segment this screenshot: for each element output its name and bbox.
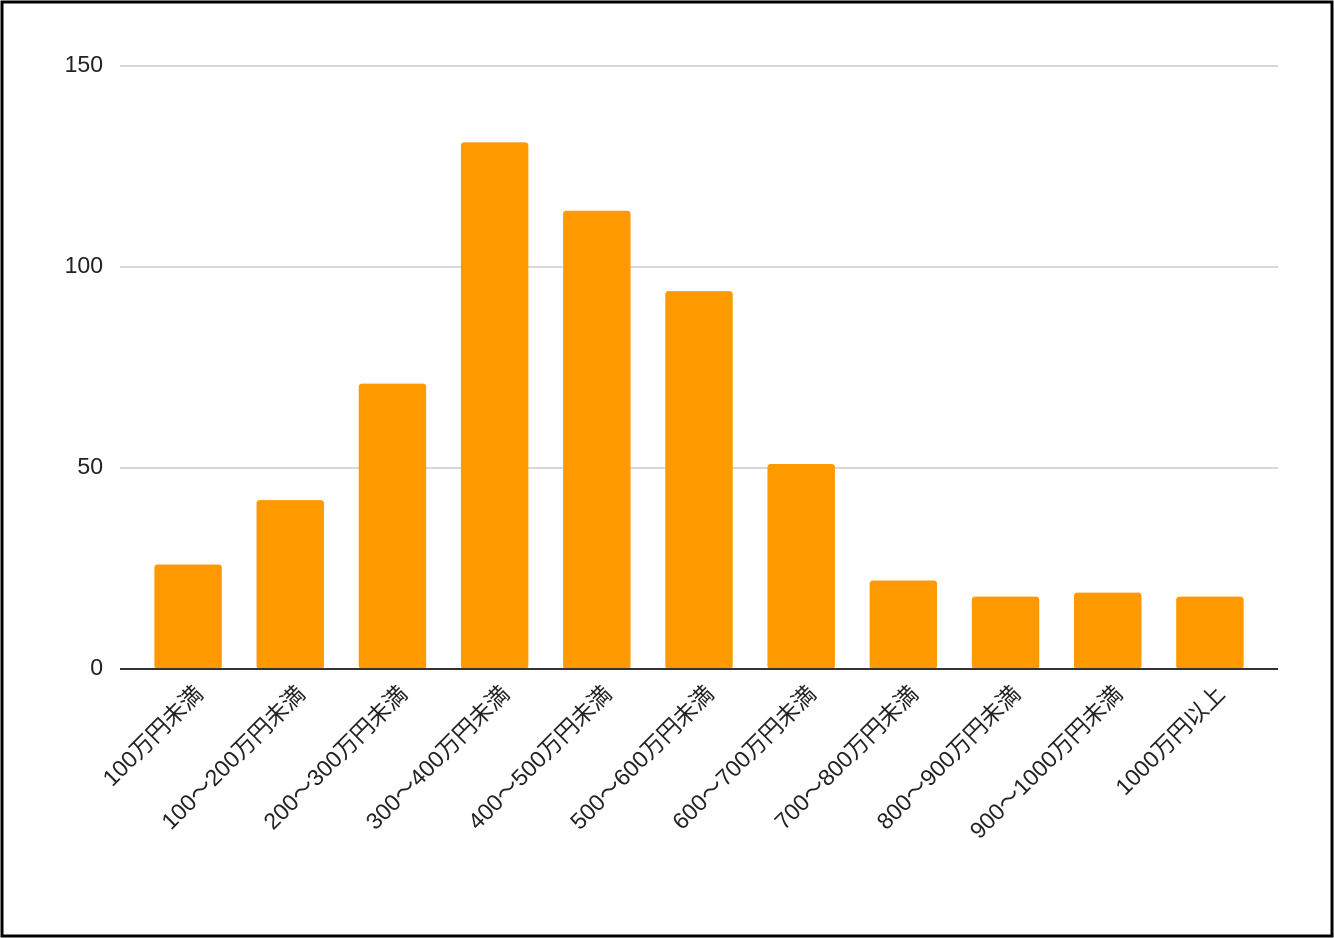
bar <box>869 580 938 669</box>
bar <box>563 210 631 669</box>
bar <box>1176 596 1244 669</box>
y-tick-label: 150 <box>65 51 103 77</box>
y-tick-label: 0 <box>90 654 103 680</box>
bar <box>971 596 1040 669</box>
bar <box>256 500 324 669</box>
y-tick-label: 50 <box>77 453 103 479</box>
y-tick-label: 100 <box>65 252 103 278</box>
bar <box>154 564 222 669</box>
bar <box>358 383 427 669</box>
bar <box>460 142 529 669</box>
bar <box>767 463 835 669</box>
bar <box>1074 592 1142 669</box>
bar <box>665 291 733 669</box>
